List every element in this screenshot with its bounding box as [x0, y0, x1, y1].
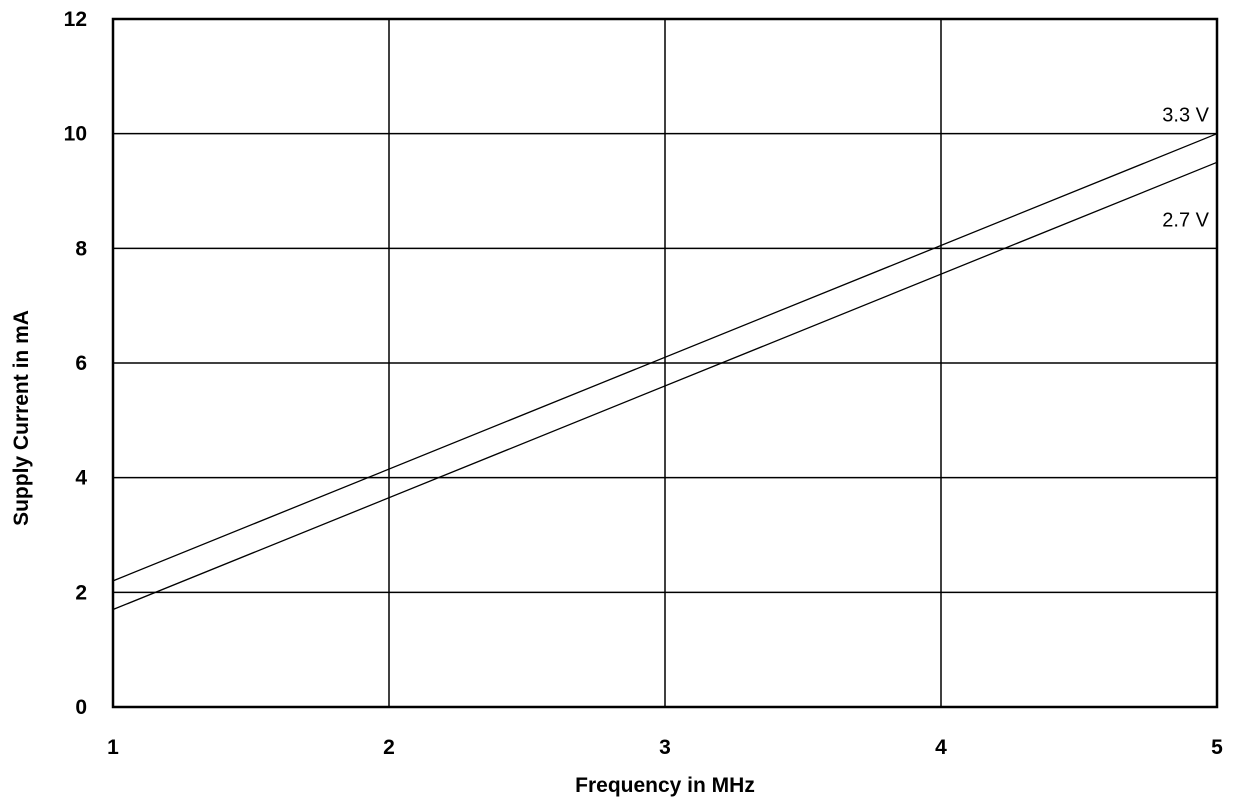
y-axis-ticks: 0 2 4 6 8 10 12 — [64, 8, 88, 719]
x-tick-label: 1 — [107, 736, 119, 759]
x-tick-label: 3 — [659, 736, 671, 759]
x-axis-title: Frequency in MHz — [575, 774, 755, 797]
y-tick-label: 12 — [64, 8, 87, 31]
series-line-2 — [112, 161, 1218, 611]
y-tick-label: 0 — [75, 696, 87, 719]
plot-area-frame — [111, 17, 1219, 709]
y-tick-label: 6 — [75, 352, 87, 375]
series-labels: 3.3 V 2.7 V — [1162, 105, 1209, 232]
x-tick-label: 2 — [383, 736, 395, 759]
y-tick-label: 10 — [64, 123, 87, 146]
grid — [113, 19, 1217, 707]
y-tick-label: 2 — [75, 581, 87, 604]
series-label-1: 3.3 V — [1162, 105, 1209, 127]
x-tick-label: 5 — [1211, 736, 1223, 759]
y-tick-label: 4 — [75, 467, 87, 490]
series-lines — [112, 133, 1218, 611]
series-line-1 — [112, 133, 1218, 582]
y-axis-title: Supply Current in mA — [10, 310, 33, 526]
x-axis-ticks: 1 2 3 4 5 — [107, 736, 1223, 759]
y-tick-label: 8 — [75, 237, 87, 260]
series-label-2: 2.7 V — [1162, 209, 1209, 231]
x-tick-label: 4 — [935, 736, 947, 759]
